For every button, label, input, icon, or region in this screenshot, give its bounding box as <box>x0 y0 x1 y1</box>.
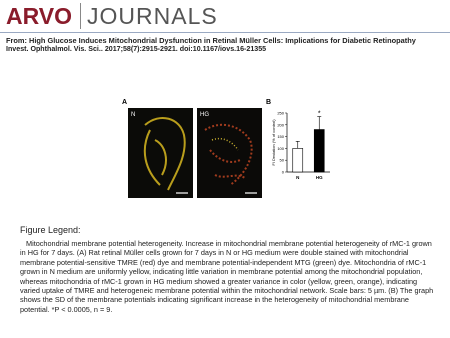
logo-sub: JOURNALS <box>80 3 218 29</box>
panel-label: A <box>122 99 127 106</box>
mitochondria <box>204 123 253 186</box>
micrograph <box>128 108 193 198</box>
mitochondria <box>143 116 186 191</box>
y-tick-label: 150 <box>277 134 284 139</box>
y-tick-label: 100 <box>277 146 284 151</box>
legend-heading: Figure Legend: <box>20 225 81 235</box>
bar <box>292 148 304 173</box>
y-tick-label: 50 <box>280 158 285 163</box>
x-tick-label: HG <box>316 175 323 180</box>
panel-label: B <box>266 99 271 106</box>
citation: Invest. Ophthalmol. Vis. Sci.. 2017;58(7… <box>6 45 267 53</box>
image-label: HG <box>200 112 209 118</box>
logo-main: ARVO <box>6 3 73 29</box>
image-label: N <box>131 112 135 118</box>
mitochondria <box>211 138 239 151</box>
y-tick-label: 250 <box>277 111 284 116</box>
logo: ARVO JOURNALS <box>6 3 218 29</box>
bar <box>313 129 325 173</box>
x-tick-label: N <box>296 175 299 180</box>
article-title: From: High Glucose Induces Mitochondrial… <box>6 36 416 45</box>
header-rule <box>0 32 450 33</box>
y-tick-label: 200 <box>277 122 284 127</box>
legend-text: Mitochondrial membrane potential heterog… <box>20 239 434 314</box>
y-tick-label: 0 <box>282 170 285 175</box>
y-axis-label: FI Deviation (% of control) <box>271 119 276 166</box>
annotation: * <box>318 111 321 118</box>
